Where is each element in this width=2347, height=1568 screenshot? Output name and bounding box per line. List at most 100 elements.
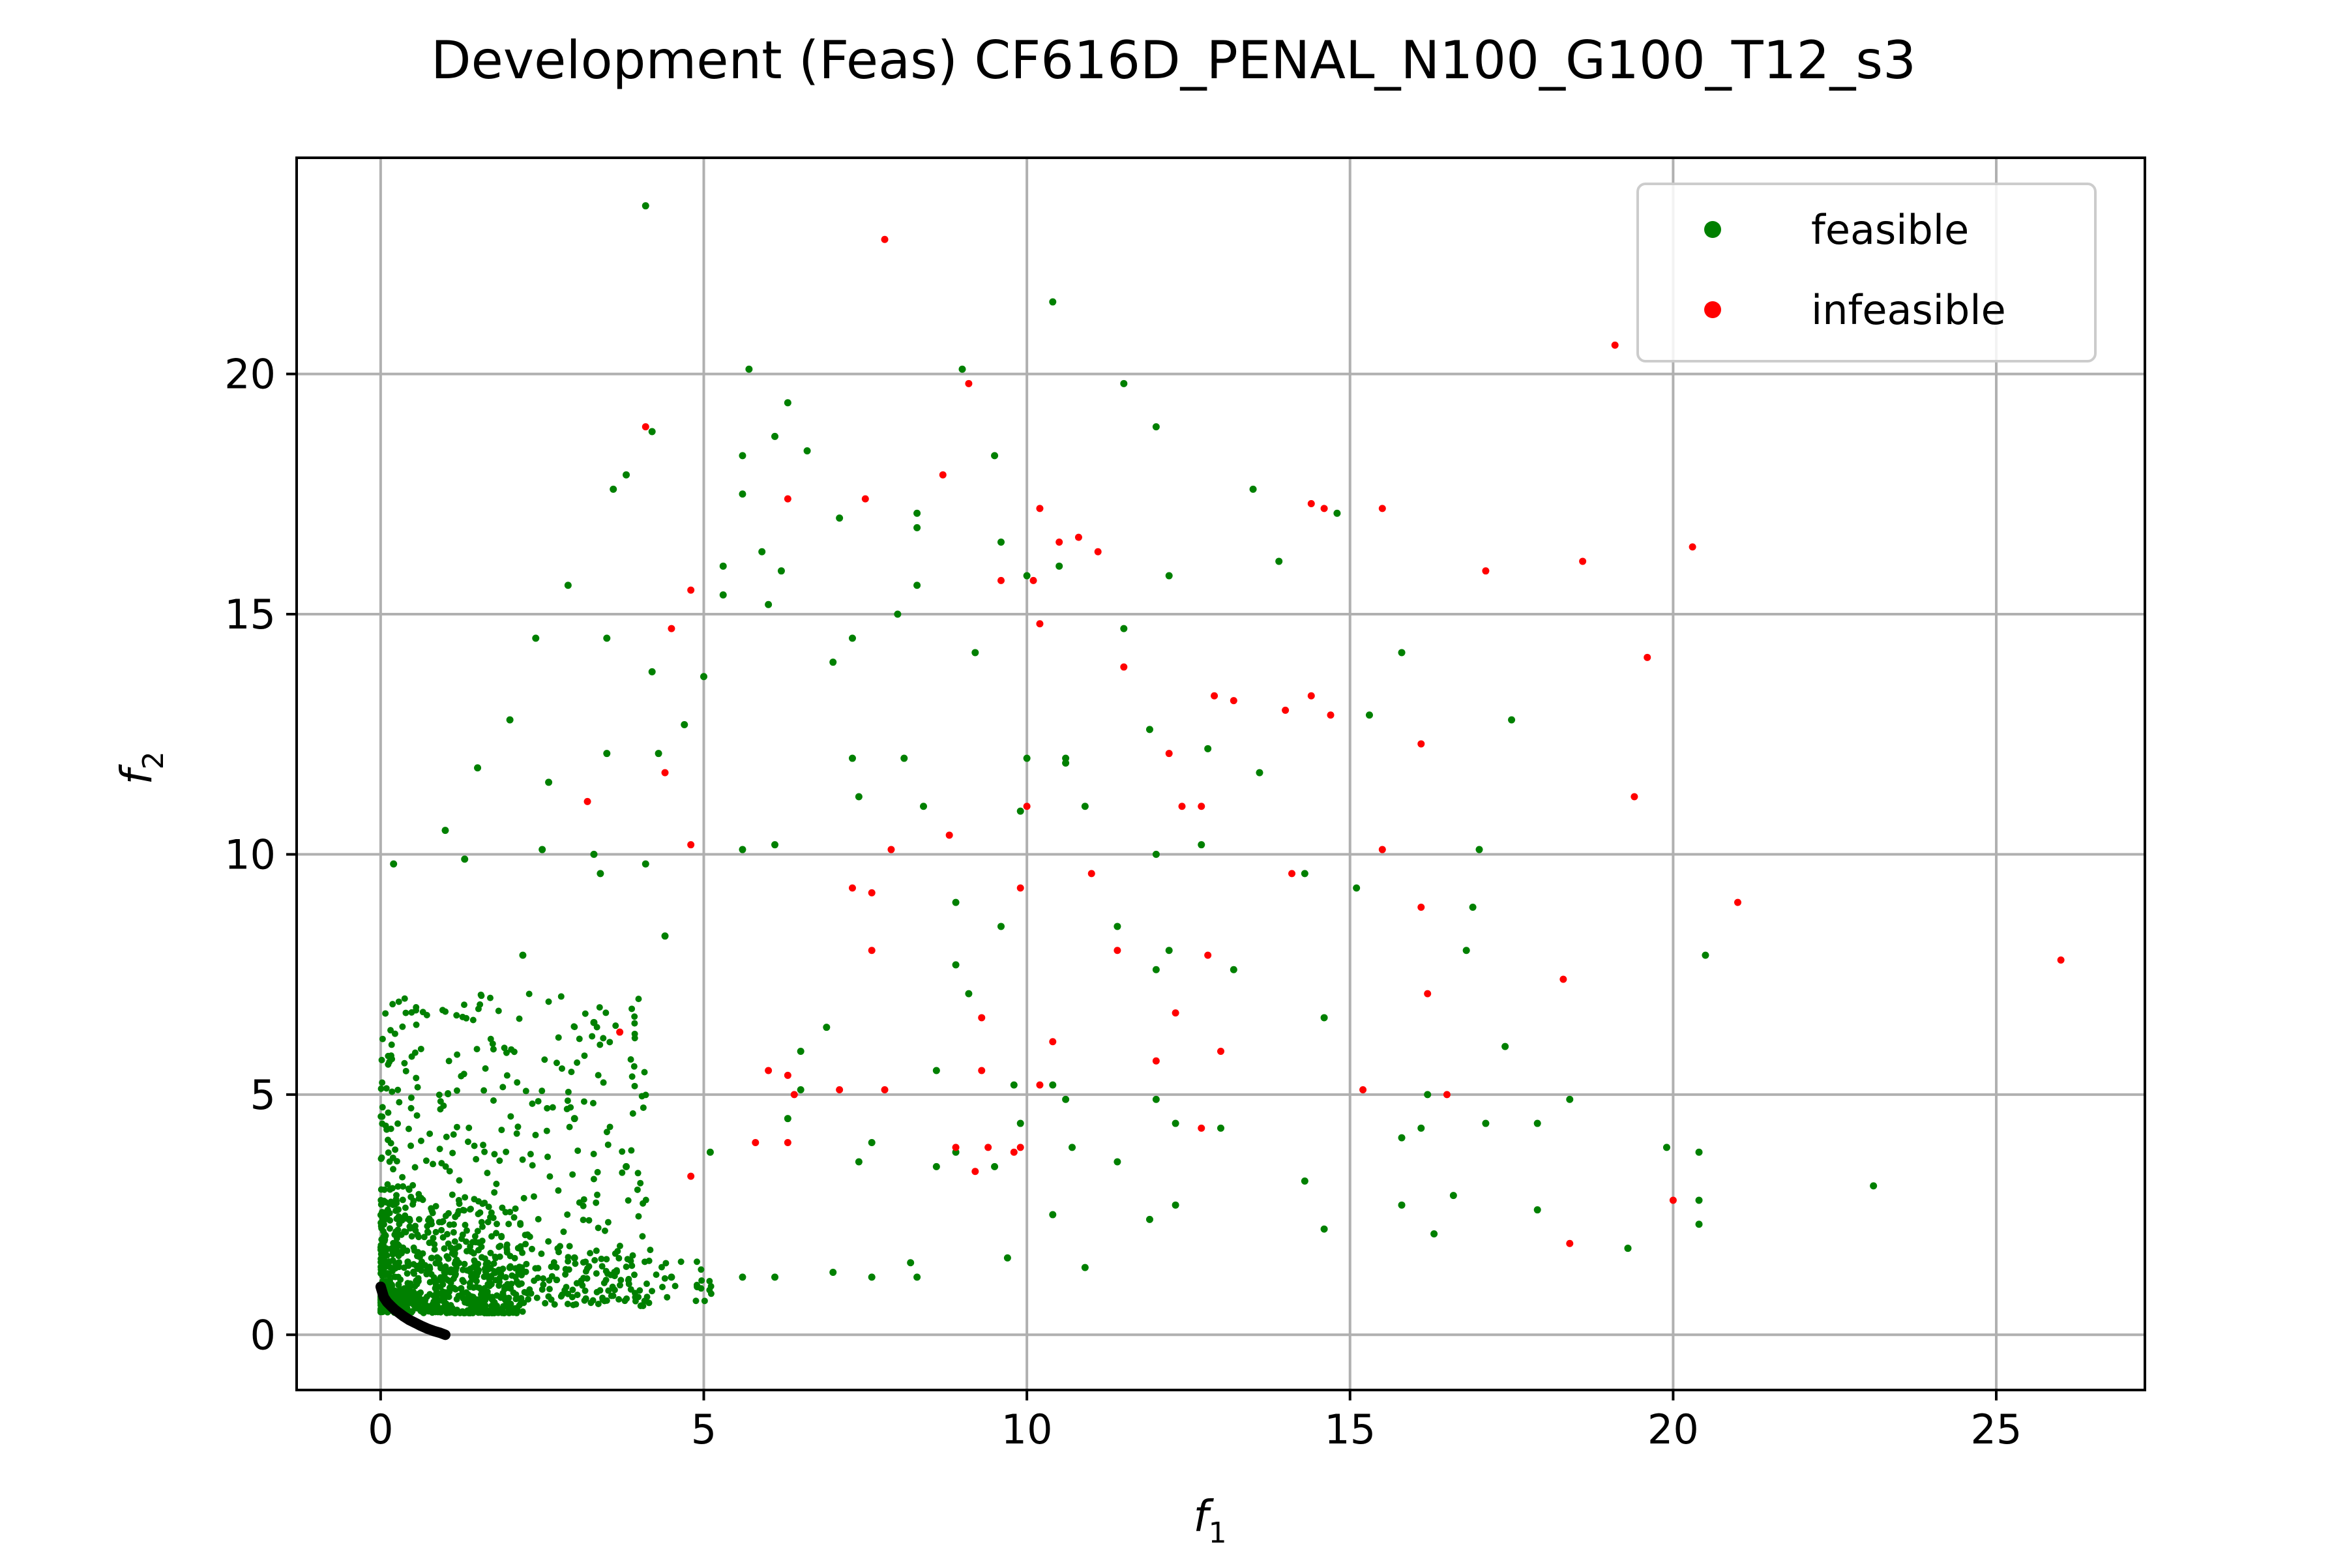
feasible-cluster-point <box>441 1300 449 1307</box>
legend: feasible infeasible <box>1636 183 2097 362</box>
feasible-point <box>952 898 960 906</box>
feasible-cluster-point <box>544 1153 552 1161</box>
feasible-cluster-point <box>516 1015 523 1022</box>
feasible-point <box>532 634 540 642</box>
feasible-cluster-point <box>449 1191 456 1198</box>
infeasible-point <box>1016 1144 1024 1151</box>
feasible-cluster-point <box>503 1246 510 1253</box>
feasible-point <box>771 1273 779 1281</box>
feasible-cluster-point <box>611 1273 618 1280</box>
feasible-cluster-point <box>557 993 565 1000</box>
pareto-front-point <box>430 1327 438 1335</box>
feasible-series <box>390 202 1878 1291</box>
x-tick-label: 0 <box>368 1406 393 1453</box>
feasible-point <box>1301 1177 1308 1185</box>
feasible-cluster-point <box>568 1069 575 1076</box>
infeasible-point <box>1049 1038 1057 1046</box>
feasible-cluster-point <box>460 1295 467 1302</box>
feasible-cluster-point <box>410 1244 417 1251</box>
feasible-cluster-point <box>451 1250 458 1257</box>
feasible-point <box>719 591 727 599</box>
feasible-cluster-point <box>587 1250 594 1257</box>
feasible-cluster-point <box>386 1225 393 1232</box>
feasible-cluster-point <box>542 1299 549 1307</box>
feasible-cluster-point <box>546 1173 554 1180</box>
feasible-point <box>894 610 902 618</box>
feasible-cluster-point <box>631 1020 638 1027</box>
feasible-point <box>681 720 688 728</box>
feasible-cluster-point <box>566 1123 573 1131</box>
feasible-cluster-point <box>384 1181 391 1188</box>
feasible-cluster-point <box>413 1007 420 1014</box>
feasible-point <box>1049 1211 1057 1219</box>
feasible-cluster-point <box>445 1209 452 1217</box>
feasible-point <box>1398 1134 1406 1142</box>
feasible-cluster-point <box>526 1233 533 1240</box>
feasible-point <box>1081 803 1089 810</box>
feasible-cluster-point <box>531 1277 538 1284</box>
feasible-cluster-point <box>395 1242 402 1249</box>
pareto-front-point <box>423 1324 432 1333</box>
feasible-point <box>655 750 662 758</box>
feasible-cluster-point <box>514 1123 522 1131</box>
y-tick-label: 15 <box>224 591 276 638</box>
infeasible-point <box>1307 692 1315 700</box>
feasible-cluster-point <box>589 1297 597 1304</box>
infeasible-point <box>887 846 895 853</box>
feasible-cluster-point <box>564 1097 571 1104</box>
feasible-cluster-point <box>444 1230 451 1237</box>
infeasible-point <box>1074 533 1082 541</box>
feasible-cluster-point <box>428 1271 435 1278</box>
feasible-cluster-point <box>568 1294 576 1301</box>
infeasible-point <box>1644 653 1651 661</box>
feasible-point <box>474 764 482 772</box>
infeasible-point <box>1443 1091 1451 1099</box>
feasible-cluster-point <box>465 1124 473 1131</box>
feasible-cluster-point <box>385 1149 392 1156</box>
legend-box <box>1636 183 2097 362</box>
feasible-cluster-point <box>494 1292 501 1299</box>
feasible-cluster-point <box>566 1243 573 1250</box>
feasible-cluster-point <box>430 1234 437 1241</box>
feasible-cluster-point <box>385 1109 392 1116</box>
infeasible-point <box>984 1144 992 1151</box>
feasible-cluster-point <box>505 1220 512 1228</box>
feasible-point <box>668 1273 675 1281</box>
feasible-point <box>745 365 753 373</box>
feasible-cluster-point <box>512 1273 519 1280</box>
feasible-cluster-point <box>398 1296 405 1303</box>
feasible-cluster-point <box>409 1181 417 1189</box>
feasible-cluster-point <box>415 1216 422 1223</box>
feasible-cluster-point <box>634 1170 642 1177</box>
feasible-cluster-point <box>435 1091 443 1099</box>
feasible-cluster-point <box>616 1243 623 1250</box>
feasible-cluster-point <box>413 1021 420 1028</box>
infeasible-point <box>971 1168 979 1176</box>
feasible-cluster-point <box>401 1059 408 1067</box>
feasible-cluster-point <box>594 1191 601 1198</box>
feasible-cluster-point <box>467 1268 474 1275</box>
feasible-cluster-point <box>387 1027 394 1034</box>
feasible-cluster-point <box>423 1271 430 1278</box>
feasible-point <box>570 1115 578 1123</box>
feasible-cluster-point <box>558 1065 565 1072</box>
feasible-cluster-point <box>560 1228 567 1235</box>
feasible-cluster-point <box>490 1046 497 1053</box>
feasible-cluster-point <box>460 1071 467 1078</box>
feasible-cluster-point <box>581 1052 588 1059</box>
feasible-point <box>913 524 921 531</box>
infeasible-point <box>687 586 695 594</box>
feasible-point <box>855 793 863 801</box>
feasible-cluster-point <box>598 1255 605 1262</box>
infeasible-series <box>583 235 2065 1247</box>
feasible-cluster-point <box>437 1106 444 1113</box>
feasible-cluster-point <box>532 1131 539 1138</box>
feasible-cluster-point <box>653 1271 660 1279</box>
feasible-cluster-point <box>438 1226 445 1234</box>
feasible-cluster-point <box>445 1089 452 1097</box>
feasible-cluster-point <box>523 1260 530 1267</box>
feasible-point <box>803 447 811 454</box>
feasible-cluster-point <box>514 1280 521 1287</box>
feasible-cluster-point <box>658 1264 665 1271</box>
feasible-cluster-point <box>470 1250 477 1257</box>
